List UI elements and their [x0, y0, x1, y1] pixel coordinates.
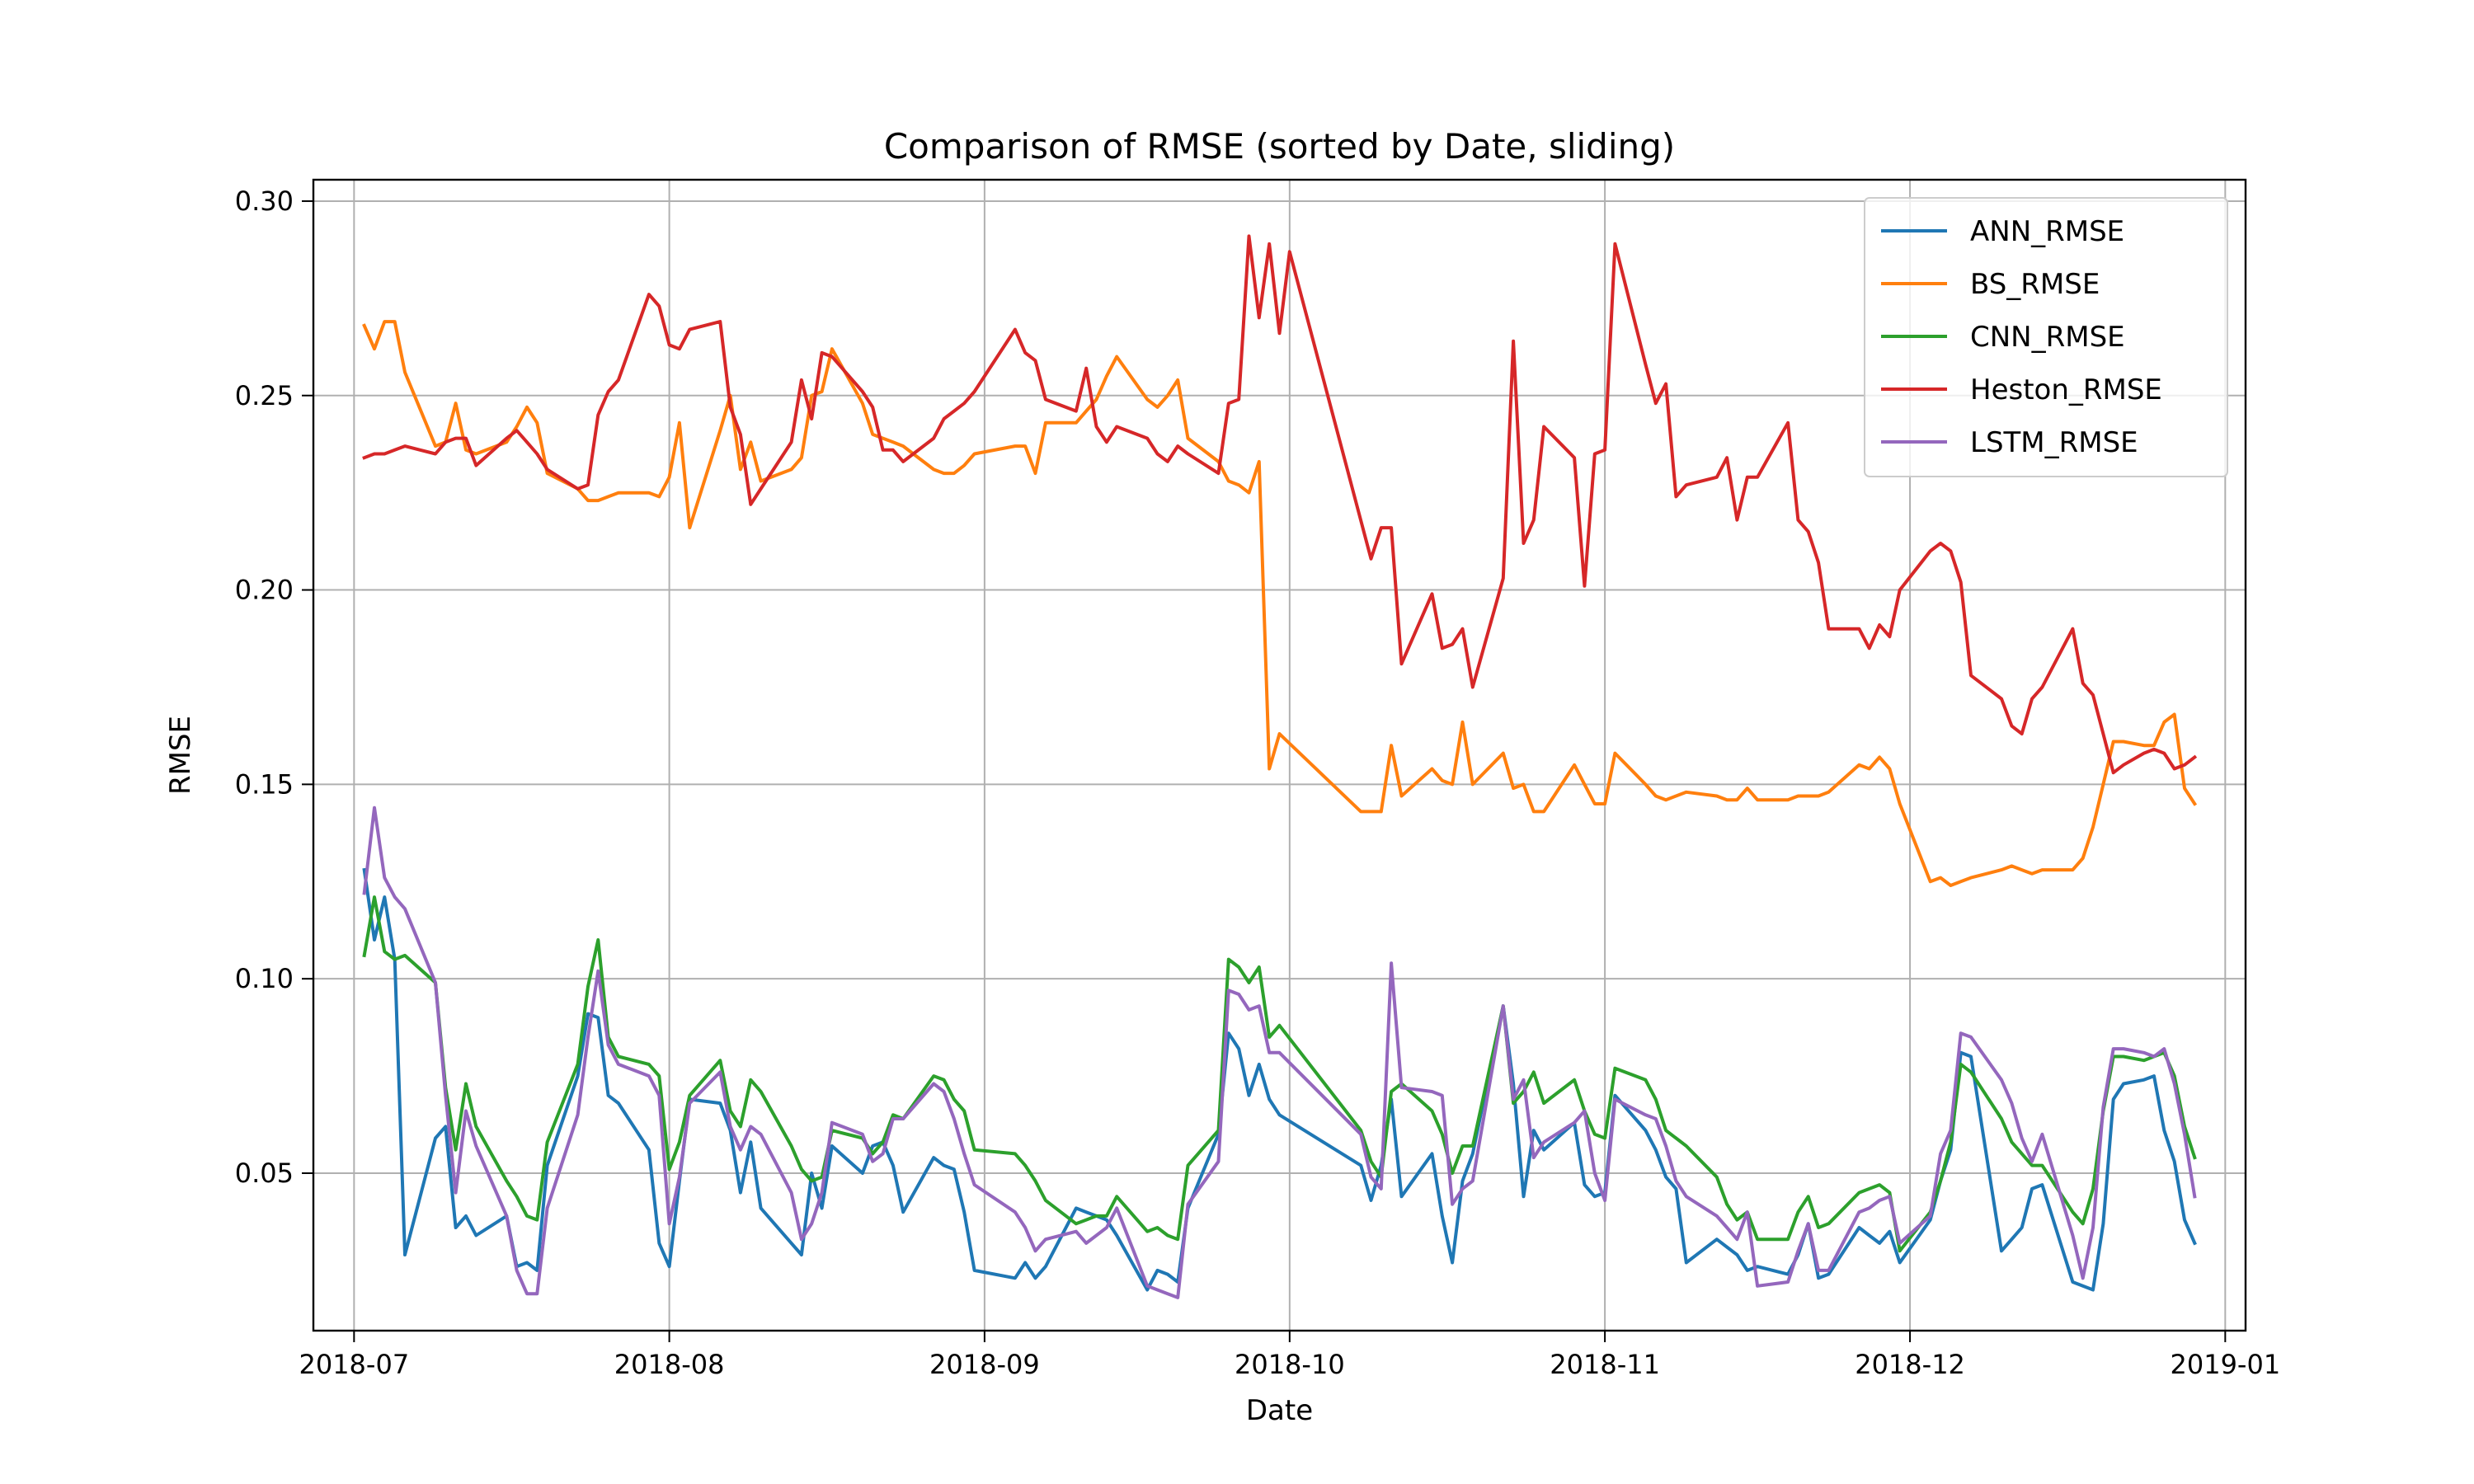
series-line-lstm-rmse — [362, 805, 2197, 1299]
grid — [313, 180, 2246, 1331]
series-line-heston-rmse — [362, 234, 2198, 775]
legend-label: Heston_RMSE — [1970, 373, 2162, 406]
y-axis: 0.05 0.10 0.15 0.20 0.25 0.30 — [235, 186, 313, 1189]
x-tick-label: 2018-09 — [929, 1349, 1040, 1380]
y-tick-label: 0.10 — [235, 963, 294, 994]
plot-lines — [362, 234, 2198, 1299]
legend-label: ANN_RMSE — [1970, 215, 2124, 248]
x-tick-label: 2019-01 — [2170, 1349, 2280, 1380]
y-tick-label: 0.20 — [235, 575, 294, 606]
x-tick-label: 2018-11 — [1550, 1349, 1660, 1380]
y-axis-label: RMSE — [164, 716, 197, 795]
x-axis-label: Date — [1246, 1394, 1313, 1427]
legend-label: LSTM_RMSE — [1970, 426, 2138, 459]
legend-label: BS_RMSE — [1970, 268, 2100, 301]
chart-title: Comparison of RMSE (sorted by Date, slid… — [884, 126, 1675, 167]
y-tick-label: 0.05 — [235, 1158, 294, 1189]
series-line-bs-rmse — [362, 320, 2198, 887]
plot-frame — [312, 178, 2247, 1332]
series-line-ann-rmse — [362, 867, 2197, 1292]
x-tick-label: 2018-10 — [1235, 1349, 1345, 1380]
legend-box — [1864, 197, 2228, 477]
y-tick-label: 0.30 — [235, 186, 294, 217]
x-tick-label: 2018-12 — [1855, 1349, 1965, 1380]
y-tick-label: 0.25 — [235, 380, 294, 411]
legend: ANN_RMSE BS_RMSE CNN_RMSE Heston_RMSE LSTM_R… — [1864, 197, 2228, 477]
x-axis: 2018-07 2018-08 2018-09 2018-10 2018-11 2018-… — [299, 1331, 2280, 1380]
legend-label: CNN_RMSE — [1970, 321, 2125, 354]
x-tick-label: 2018-07 — [299, 1349, 409, 1380]
x-tick-label: 2018-08 — [614, 1349, 725, 1380]
y-tick-label: 0.15 — [235, 768, 294, 800]
